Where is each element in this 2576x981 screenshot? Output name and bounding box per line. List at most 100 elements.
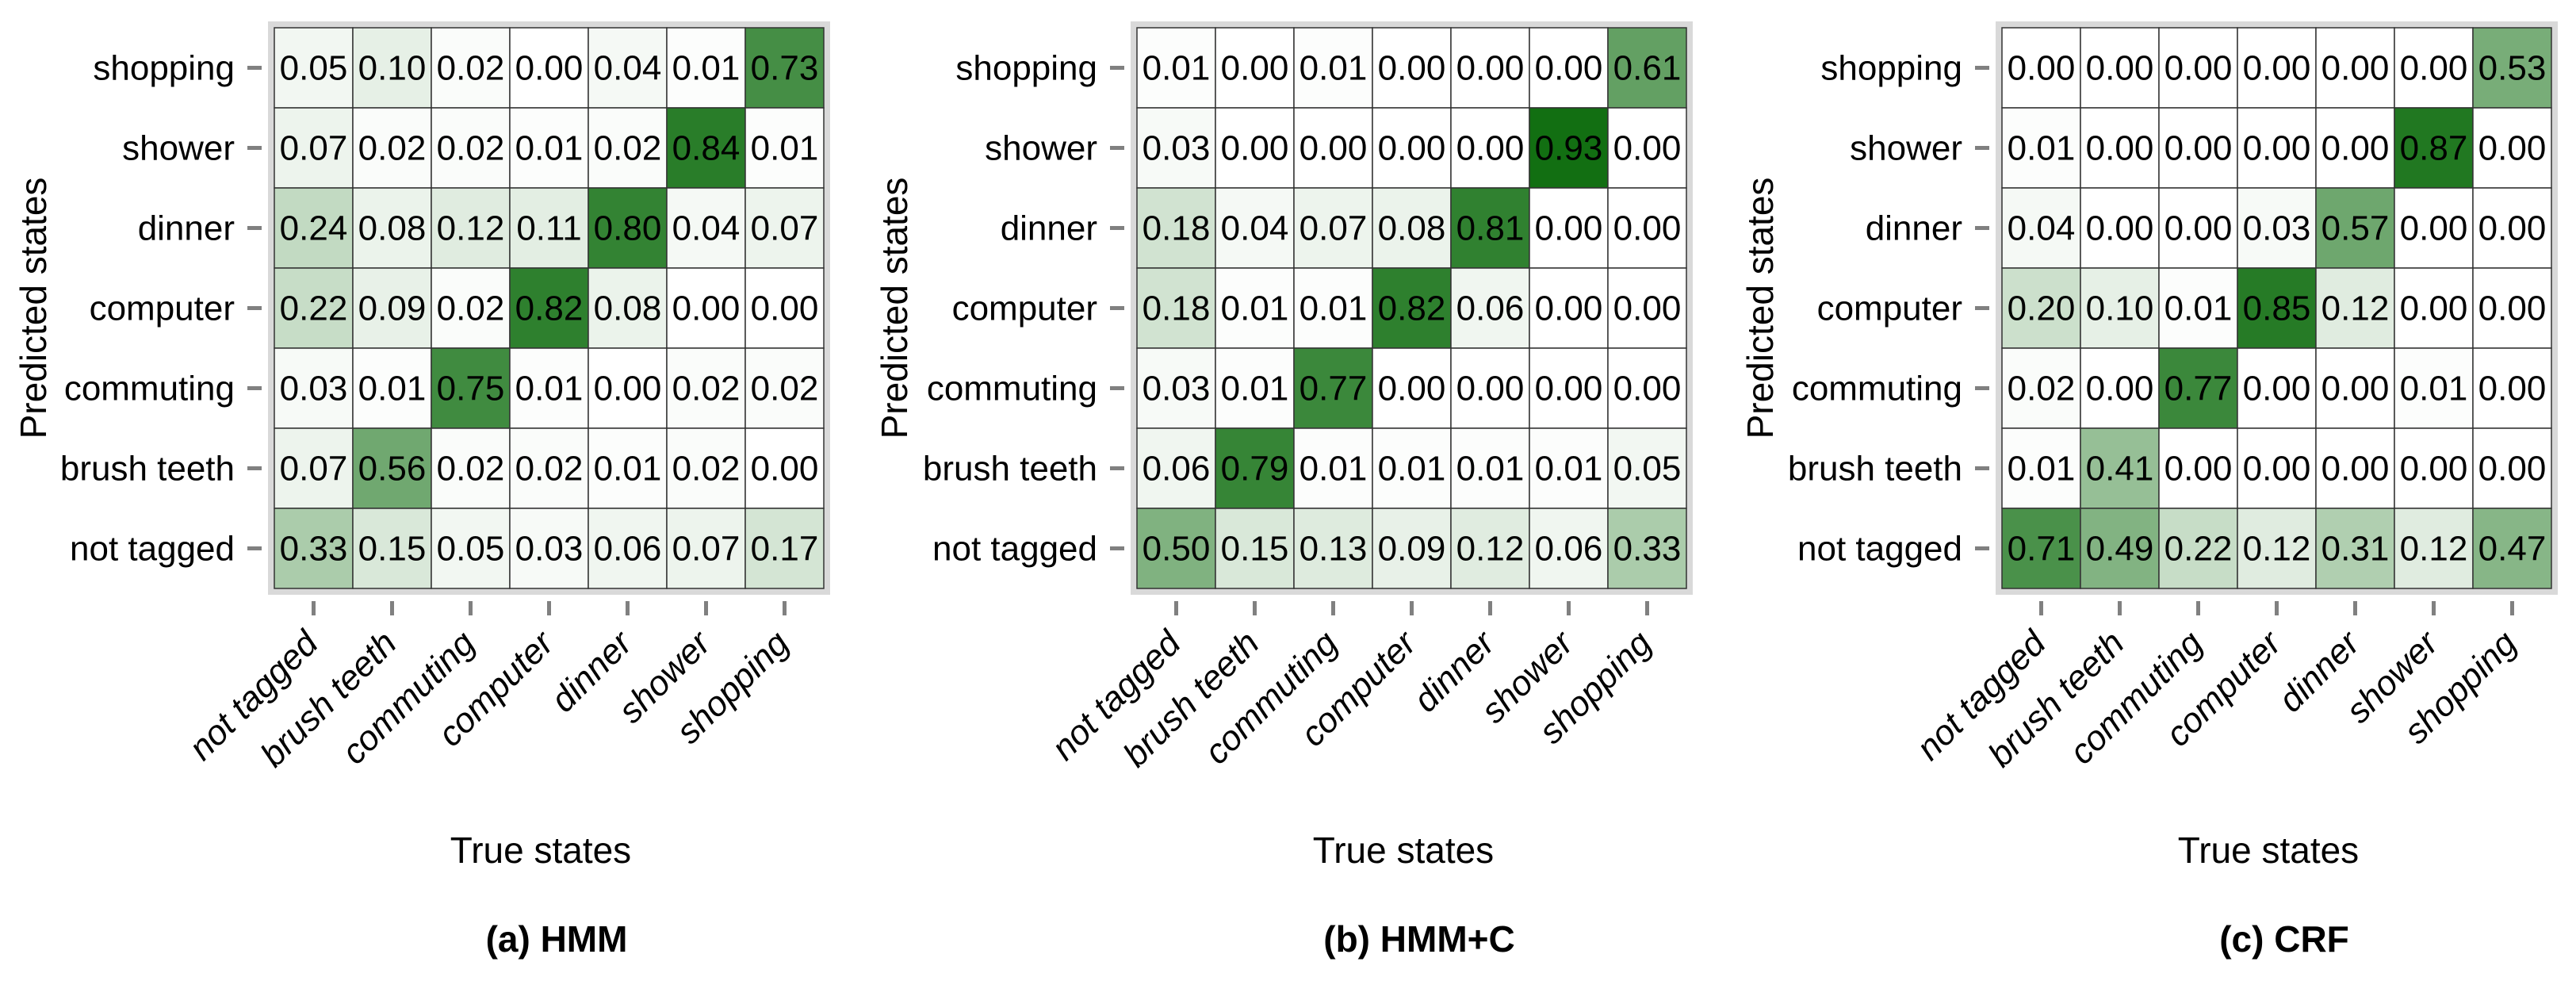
heatmap-cell [352, 267, 432, 349]
x-axis-label: True states [450, 830, 631, 871]
cell-value-label: 0.00 [1456, 49, 1525, 88]
cell-value-label: 0.00 [1221, 129, 1289, 168]
heatmap-cell [2237, 427, 2317, 509]
cell-value-label: 0.00 [2243, 49, 2311, 88]
heatmap-cell [431, 187, 511, 269]
cell-value-label: 0.87 [2400, 129, 2468, 168]
heatmap-cell [1450, 508, 1530, 589]
heatmap-cell [1450, 27, 1530, 109]
heatmap-cell [2315, 27, 2395, 109]
cell-value-label: 0.03 [1143, 129, 1211, 168]
heatmap-cell [2472, 508, 2552, 589]
cell-value-label: 0.02 [437, 49, 505, 88]
cell-value-label: 0.05 [1613, 450, 1682, 489]
cell-value-label: 0.12 [1456, 530, 1525, 569]
heatmap-cell [509, 427, 589, 509]
cell-value-label: 0.33 [280, 530, 348, 569]
heatmap-cell [1136, 107, 1216, 189]
y-tick-label: shopping [93, 49, 235, 88]
y-tick-label: dinner [1001, 209, 1097, 248]
cell-value-label: 0.02 [672, 450, 741, 489]
heatmap-panel: 0.00 0.00 0.00 0.00 0.00 0.00 0.53 0.01 0.00 0.00… [1740, 21, 2558, 960]
cell-value-label: 0.03 [280, 370, 348, 408]
cell-value-label: 0.07 [280, 129, 348, 168]
cell-value-label: 0.05 [280, 49, 348, 88]
heatmap-cell [666, 187, 746, 269]
cell-value-label: 0.01 [1143, 49, 1211, 88]
cell-value-label: 0.00 [2086, 209, 2154, 248]
x-axis-label: True states [2178, 830, 2359, 871]
heatmap-cell [1136, 347, 1216, 429]
cell-value-label: 0.02 [437, 289, 505, 328]
cell-value-label: 0.02 [437, 450, 505, 489]
heatmap-cell [2472, 267, 2552, 349]
x-axis-label: True states [1313, 830, 1494, 871]
cell-value-label: 0.10 [2086, 289, 2154, 328]
cell-value-label: 0.04 [2008, 209, 2076, 248]
heatmap-cell [2315, 508, 2395, 589]
cell-value-label: 0.77 [1299, 370, 1368, 408]
cell-value-label: 0.00 [2008, 49, 2076, 88]
heatmap-cell [431, 107, 511, 189]
cell-value-label: 0.01 [2400, 370, 2468, 408]
cell-value-label: 0.00 [2165, 450, 2233, 489]
cell-value-label: 0.01 [751, 129, 819, 168]
cell-value-label: 0.00 [2478, 450, 2547, 489]
panel-caption: (a) HMM [486, 918, 628, 960]
cell-value-label: 0.56 [358, 450, 427, 489]
heatmap-cell [2315, 187, 2395, 269]
cell-value-label: 0.73 [751, 49, 819, 88]
heatmap-cell [1450, 347, 1530, 429]
heatmap-cell [666, 508, 746, 589]
heatmap-cell [274, 347, 354, 429]
y-tick-label: not tagged [70, 530, 235, 569]
cell-value-label: 0.03 [1143, 370, 1211, 408]
y-tick-label: shower [985, 129, 1097, 168]
cell-value-label: 0.80 [594, 209, 662, 248]
cell-value-label: 0.00 [1613, 370, 1682, 408]
cell-value-label: 0.09 [1378, 530, 1446, 569]
cell-value-label: 0.18 [1143, 209, 1211, 248]
heatmap-cell [2080, 347, 2160, 429]
cell-value-label: 0.07 [672, 530, 741, 569]
heatmap-cell [1529, 107, 1609, 189]
cell-value-label: 0.15 [1221, 530, 1289, 569]
heatmap-cell [2472, 347, 2552, 429]
heatmap-cell [666, 427, 746, 509]
heatmap-cell [2158, 508, 2238, 589]
heatmap-cell [2394, 427, 2474, 509]
cell-value-label: 0.02 [2008, 370, 2076, 408]
heatmap-cell [2001, 347, 2081, 429]
heatmap-cell [352, 347, 432, 429]
cell-value-label: 0.75 [437, 370, 505, 408]
cell-value-label: 0.01 [1299, 450, 1368, 489]
heatmap-cell [1529, 187, 1609, 269]
heatmap-panel: 0.01 0.00 0.01 0.00 0.00 0.00 0.61 0.03 0.00 0.00… [874, 21, 1693, 960]
heatmap-cell [2472, 187, 2552, 269]
cell-value-label: 0.04 [672, 209, 741, 248]
cell-value-label: 0.00 [1378, 49, 1446, 88]
cell-value-label: 0.13 [1299, 530, 1368, 569]
heatmap-cell [352, 27, 432, 109]
cell-value-label: 0.00 [751, 289, 819, 328]
y-tick-label: commuting [1792, 370, 1962, 408]
y-tick-label: shopping [955, 49, 1097, 88]
heatmap-cell [744, 107, 825, 189]
cell-value-label: 0.04 [1221, 209, 1289, 248]
cell-value-label: 0.33 [1613, 530, 1682, 569]
heatmap-cell [2472, 107, 2552, 189]
cell-value-label: 0.01 [1221, 370, 1289, 408]
heatmap-cell [1136, 267, 1216, 349]
cell-value-label: 0.00 [1613, 209, 1682, 248]
cell-value-label: 0.12 [2400, 530, 2468, 569]
heatmap-cell [2394, 508, 2474, 589]
heatmap-cell [2472, 27, 2552, 109]
y-tick-label: dinner [1866, 209, 1962, 248]
y-tick-label: brush teeth [923, 450, 1097, 489]
cell-value-label: 0.01 [1535, 450, 1603, 489]
cell-value-label: 0.00 [1613, 129, 1682, 168]
heatmap-cell [1293, 427, 1373, 509]
cell-value-label: 0.00 [1535, 209, 1603, 248]
heatmap-panel: 0.05 0.10 0.02 0.00 0.04 0.01 0.73 0.07 0.02 0.02… [13, 21, 830, 960]
cell-value-label: 0.01 [358, 370, 427, 408]
